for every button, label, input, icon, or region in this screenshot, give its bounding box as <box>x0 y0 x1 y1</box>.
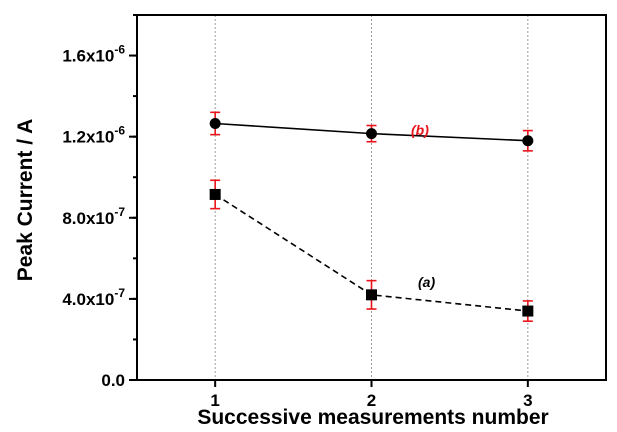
data-point-square <box>522 305 534 317</box>
y-tick-label: 4.0x10-7 <box>62 286 125 309</box>
data-point-square <box>209 188 221 200</box>
y-tick-label: 0.0 <box>101 371 125 390</box>
series-a <box>209 179 534 322</box>
series-layer <box>209 111 534 322</box>
plot-frame <box>136 14 607 381</box>
y-axis-title: Peak Current / A <box>14 119 37 282</box>
y-tick-label: 8.0x10-7 <box>62 205 125 228</box>
x-tick-label: 1 <box>210 391 219 410</box>
annotation-b: (b) <box>411 122 429 138</box>
y-tick-label: 1.2x10-6 <box>62 124 125 147</box>
data-point-circle <box>209 117 221 129</box>
data-point-square <box>366 289 377 301</box>
annotation-a: (a) <box>418 274 435 290</box>
series-b <box>209 111 534 152</box>
data-point-circle <box>522 135 534 147</box>
x-tick-label: 2 <box>367 391 376 410</box>
data-point-circle <box>366 128 377 140</box>
y-tick-label: 1.6x10-6 <box>62 43 125 66</box>
axis-ticks: 1 2 3 0.0 4.0x10-7 8.0x10-7 1.2x10-6 1.6x10-6 <box>62 14 533 410</box>
x-axis-title: Successive measurements number <box>197 406 548 429</box>
x-tick-label: 3 <box>523 391 532 410</box>
